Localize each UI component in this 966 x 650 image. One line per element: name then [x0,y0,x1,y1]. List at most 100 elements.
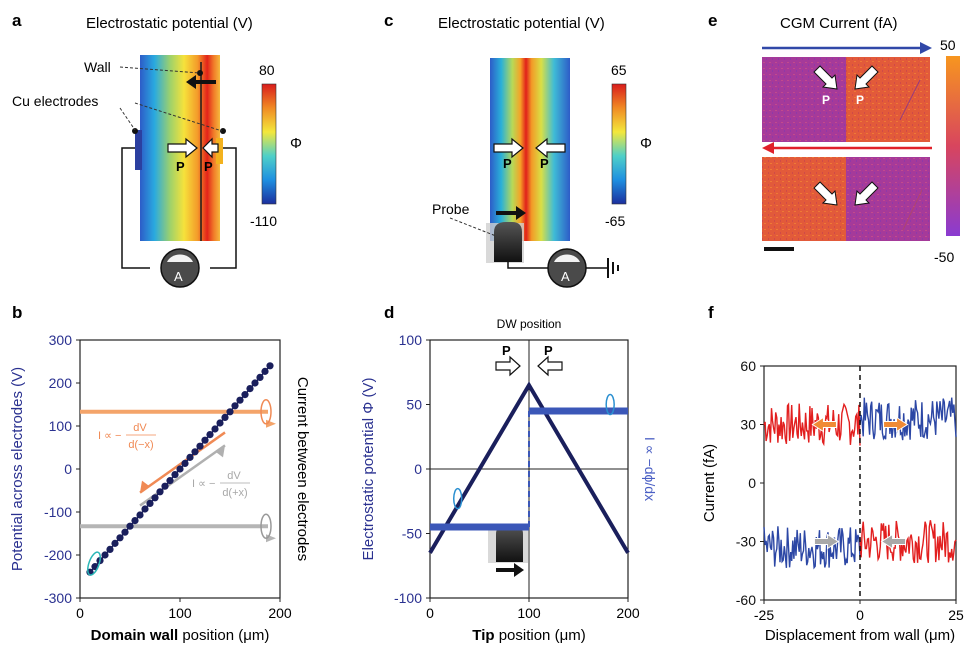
current-trace [763,526,861,570]
current-direction-arrow [883,416,909,433]
panel-a-title: Electrostatic potential (V) [86,15,253,32]
panel-c-title: Electrostatic potential (V) [438,15,605,32]
colorbar-c-symbol: Φ [640,135,652,152]
data-point [186,453,194,461]
wall-dot [197,70,203,76]
svg-text:I ∝ −: I ∝ − [98,430,121,442]
chart-d-ylabel: Electrostatic potential Φ (V) [360,378,377,561]
chart-b: Potential across electrodes (V) Current … [9,332,311,644]
x-tick-label: 100 [168,605,192,621]
current-direction-arrow [880,533,907,550]
y-tick-label: -100 [394,590,422,606]
chart-d-xlabel: Tip position (μm) [472,627,585,644]
current-direction-arrow [811,416,837,433]
data-point [176,465,184,473]
electrodes-label: Cu electrodes [12,93,98,109]
polarization-label: P [204,159,213,174]
x-tick-label: 25 [948,607,964,623]
data-point [121,528,129,536]
x-tick-label: 100 [517,605,541,621]
probe-leader-line [449,217,497,237]
scan-direction-arrowhead [762,142,774,154]
panel-label-f: f [708,303,714,322]
polarization-label: P [503,156,512,171]
data-point [226,408,234,416]
scale-bar [764,247,794,251]
chart-d: DW position Electrostatic potential Φ (V… [360,317,658,644]
image-scratch [899,79,921,121]
panel-e-images: CGM Current (fA) P P 50 -50 [762,15,960,265]
chart-f: Current (fA) Displacement from wall (μm)… [701,358,964,644]
chart-d-y2label: I ∝ −dϕ/dx [642,437,658,501]
formula-lower: I ∝ − dV d(+x) [192,470,250,499]
data-point [111,539,119,547]
data-point [246,384,254,393]
ammeter-label: A [174,269,183,284]
formula-upper: I ∝ − dV d(−x) [98,422,156,451]
image-scratch [902,189,923,231]
polarization-arrow-down-left [854,65,879,90]
polarization-arrow-right [495,355,521,377]
data-point [191,448,199,456]
derivative-arrowhead-upper [140,480,150,493]
y-tick-label: 0 [64,461,72,477]
axis-indicator-loop [452,487,463,510]
left-electrode [135,130,142,170]
data-point [141,505,149,513]
y-tick-label: -100 [44,504,72,520]
colorbar-e [946,56,960,236]
panel-label-c: c [384,11,393,30]
current-trace [859,520,957,564]
data-point [106,545,114,554]
axis-indicator-loop [87,551,101,576]
y-tick-label: 0 [414,461,422,477]
chart-d-top-label: DW position [497,317,562,331]
data-point [171,470,179,479]
data-point [211,425,219,433]
data-point [201,436,209,444]
colorbar-c-min: -65 [605,213,625,229]
y-tick-label: -60 [736,592,756,608]
colorbar-a-max: 80 [259,62,275,78]
data-point [196,442,204,450]
cgm-image-top-left [762,57,846,142]
data-point [256,373,264,382]
y-tick-label: 100 [399,332,423,348]
tip-motion-arrow [496,206,526,220]
y-tick-label: 60 [740,358,756,374]
axis-indicator-loop [260,513,272,539]
potential-line [428,381,630,554]
polarization-label: P [176,159,185,174]
chart-b-ylabel: Potential across electrodes (V) [9,367,26,571]
polarization-arrow-left [202,137,219,159]
current-trace [859,397,957,441]
x-tick-label: 200 [616,605,640,621]
chart-b-xlabel: Domain wall position (μm) [91,627,270,644]
x-tick-label: 0 [76,605,84,621]
data-point [231,402,239,410]
circuit-wire [210,147,237,269]
polarization-label: P [540,156,549,171]
data-point [221,413,229,421]
polarization-label: P [502,343,511,358]
right-electrode [216,138,223,164]
svg-text:dV: dV [227,470,241,482]
y-tick-label: 200 [49,375,73,391]
y-tick-label: -30 [736,534,756,550]
y-tick-label: 100 [49,418,73,434]
derivative-arrowhead-lower [215,445,225,458]
y-tick-label: 30 [740,417,756,433]
data-point [116,534,124,542]
x-tick-label: -25 [754,607,774,623]
svg-text:d(+x): d(+x) [222,487,247,499]
data-point [131,517,139,525]
current-direction-arrow [813,533,840,550]
scan-direction-arrowhead [920,42,932,54]
data-point [251,379,259,387]
chart-f-xlabel: Displacement from wall (μm) [765,627,955,644]
data-point [261,367,269,375]
circuit-wire [121,147,150,269]
panel-label-e: e [708,11,717,30]
y-tick-label: 300 [49,332,73,348]
probe-wire [507,262,548,269]
